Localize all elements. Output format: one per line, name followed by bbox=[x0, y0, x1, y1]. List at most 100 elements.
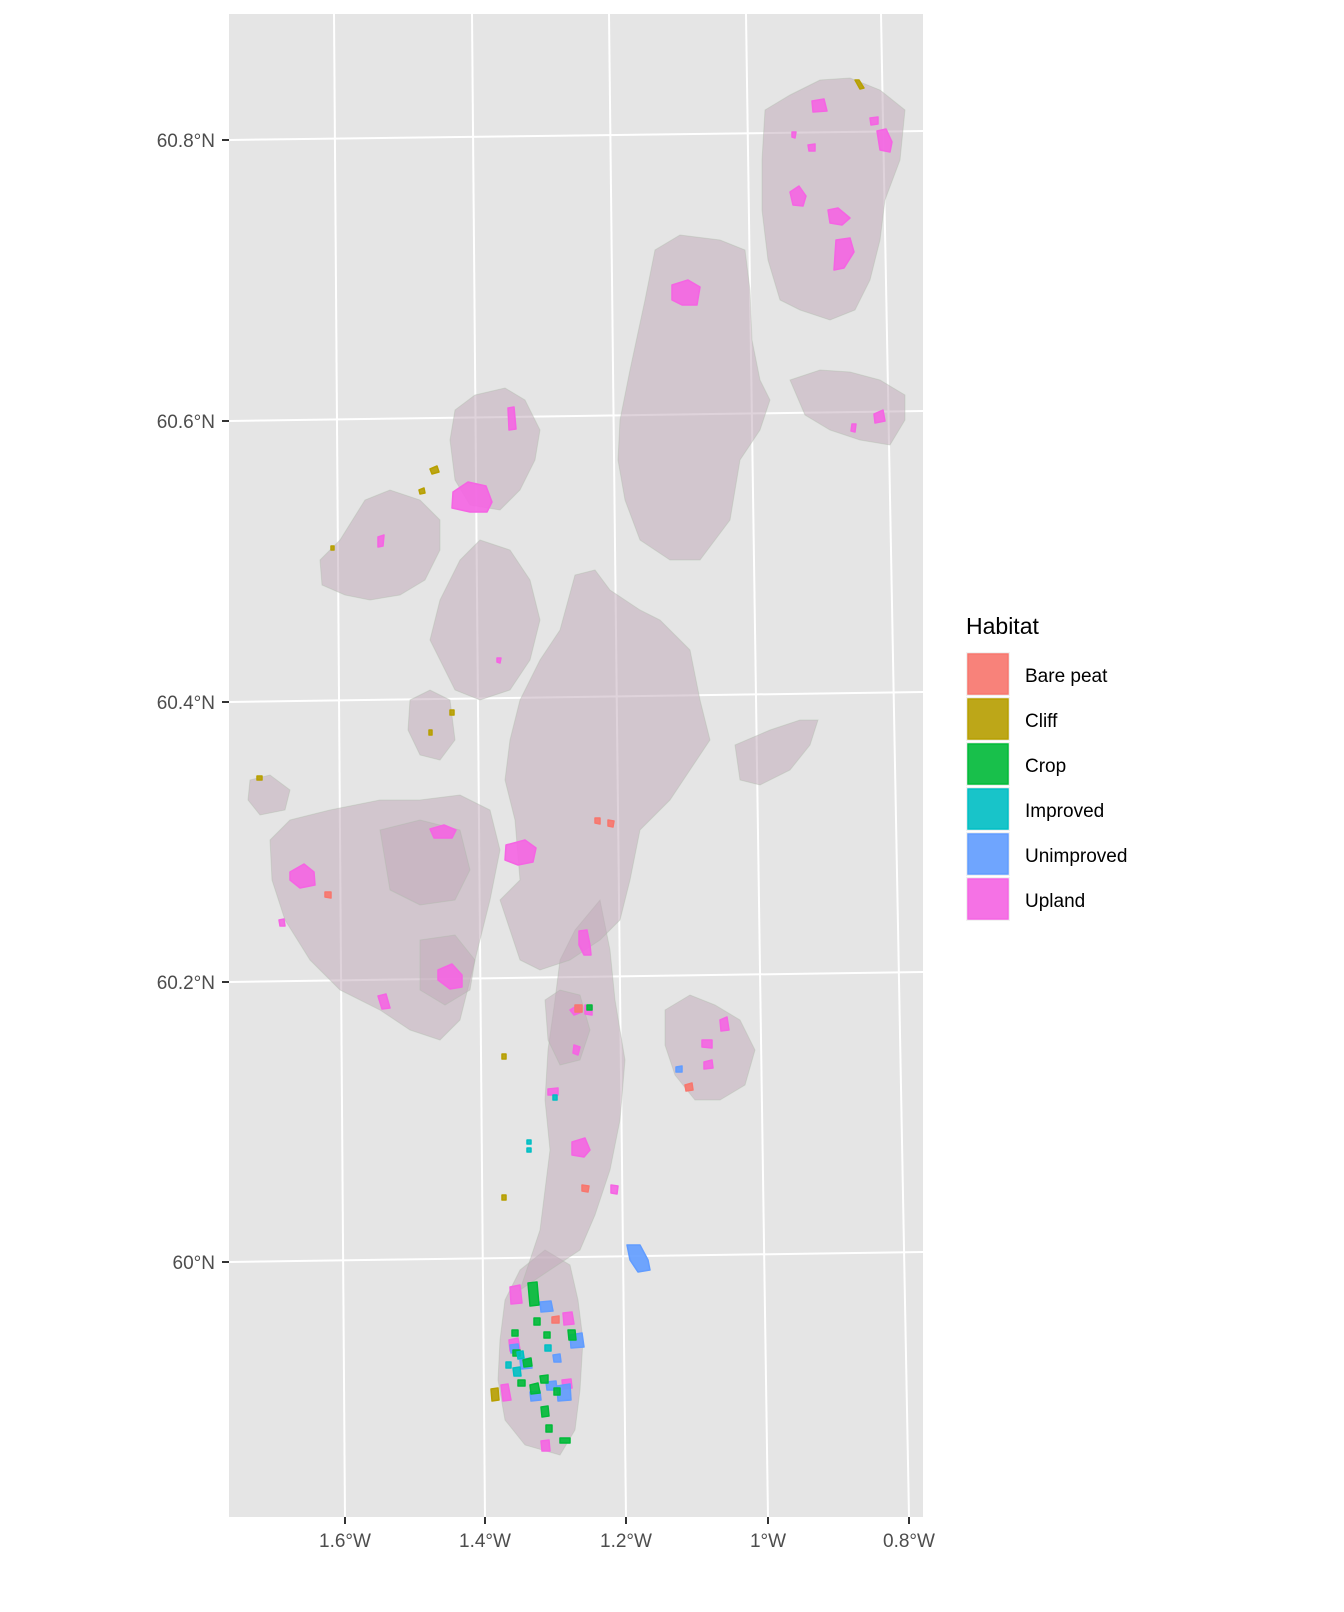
legend-title: Habitat bbox=[966, 613, 1039, 639]
legend-swatch bbox=[967, 878, 1009, 920]
habitat-patch bbox=[562, 1311, 575, 1326]
island-shape bbox=[407, 689, 456, 761]
habitat-patch bbox=[586, 1004, 593, 1011]
habitat-patch bbox=[324, 891, 332, 899]
legend: Habitat Bare peat Cliff Crop Improved Unimpro… bbox=[966, 613, 1127, 921]
habitat-patch bbox=[675, 1065, 683, 1073]
habitat-patch bbox=[581, 1184, 590, 1193]
habitat-patch bbox=[429, 824, 457, 839]
habitat-patch bbox=[552, 1094, 558, 1101]
habitat-patch bbox=[289, 863, 316, 889]
legend-label: Upland bbox=[1025, 891, 1085, 912]
legend-label: Cliff bbox=[1025, 711, 1058, 732]
y-tick-label: 60.2°N bbox=[157, 973, 215, 994]
habitat-patch bbox=[791, 131, 797, 139]
habitat-patch bbox=[490, 1387, 500, 1402]
legend-item: Unimproved bbox=[966, 832, 1127, 876]
habitat-patch bbox=[501, 1194, 507, 1201]
legend-label: Bare peat bbox=[1025, 666, 1108, 687]
habitat-patch bbox=[827, 207, 851, 226]
legend-swatch bbox=[967, 698, 1009, 740]
x-tick-label: 1.6°W bbox=[319, 1531, 371, 1552]
habitat-patch bbox=[607, 819, 615, 828]
habitat-patch bbox=[551, 1315, 560, 1324]
legend-item: Improved bbox=[966, 787, 1104, 831]
habitat-patch bbox=[544, 1344, 552, 1352]
meridian-line bbox=[880, 13, 910, 1518]
island-shape bbox=[449, 387, 541, 511]
habitat-patch bbox=[527, 1281, 540, 1307]
habitat-patch bbox=[256, 775, 263, 781]
habitat-polygons bbox=[256, 79, 893, 1452]
x-tick-label: 1°W bbox=[750, 1531, 786, 1552]
island-shape bbox=[379, 819, 471, 906]
habitat-patch bbox=[509, 1284, 523, 1305]
y-tick-label: 60.4°N bbox=[157, 693, 215, 714]
habitat-patch bbox=[500, 1383, 512, 1402]
legend-swatch bbox=[967, 653, 1009, 695]
habitat-patch bbox=[684, 1082, 694, 1092]
legend-label: Improved bbox=[1025, 801, 1104, 822]
legend-item: Cliff bbox=[966, 697, 1058, 741]
island-shape bbox=[499, 569, 711, 971]
habitat-patch bbox=[529, 1382, 541, 1395]
legend-label: Unimproved bbox=[1025, 846, 1127, 867]
habitat-patch bbox=[522, 1357, 533, 1368]
habitat-patch bbox=[540, 1405, 550, 1418]
island-shape bbox=[734, 719, 819, 786]
habitat-patch bbox=[876, 128, 893, 153]
habitat-patch bbox=[501, 1053, 507, 1060]
island-shape bbox=[761, 77, 906, 321]
legend-item: Bare peat bbox=[966, 652, 1108, 696]
habitat-patch bbox=[578, 929, 592, 956]
habitat-patch bbox=[540, 1439, 551, 1452]
y-tick-label: 60.6°N bbox=[157, 412, 215, 433]
habitat-patch bbox=[526, 1139, 532, 1145]
habitat-patch bbox=[703, 1059, 714, 1070]
x-tick-label: 0.8°W bbox=[883, 1531, 935, 1552]
island-shape bbox=[247, 774, 291, 816]
habitat-patch bbox=[543, 1331, 551, 1339]
habitat-patch bbox=[572, 1044, 581, 1056]
habitat-patch bbox=[869, 116, 879, 126]
island-shape bbox=[789, 369, 906, 446]
axes: 60.8°N 60.6°N 60.4°N 60.2°N 60°N 1.6°W 1.4°W 1.… bbox=[157, 131, 935, 1552]
parallel-line bbox=[228, 1251, 924, 1263]
habitat-patch bbox=[547, 1087, 559, 1096]
habitat-patch bbox=[873, 409, 886, 424]
legend-swatch bbox=[967, 743, 1009, 785]
habitat-patch bbox=[850, 423, 857, 433]
habitat-patch bbox=[504, 839, 537, 866]
y-tick-label: 60.8°N bbox=[157, 131, 215, 152]
habitat-patch bbox=[505, 1361, 512, 1369]
habitat-patch bbox=[496, 657, 502, 664]
habitat-patch bbox=[517, 1379, 526, 1387]
legend-swatch bbox=[967, 833, 1009, 875]
habitat-patch bbox=[377, 534, 385, 548]
habitat-patch bbox=[512, 1366, 522, 1377]
habitat-patch bbox=[811, 98, 828, 113]
habitat-patch bbox=[539, 1300, 554, 1313]
legend-label: Crop bbox=[1025, 756, 1066, 777]
habitat-patch bbox=[429, 465, 440, 475]
habitat-patch bbox=[526, 1147, 532, 1153]
y-tick-label: 60°N bbox=[173, 1253, 215, 1274]
x-tick-label: 1.2°W bbox=[600, 1531, 652, 1552]
habitat-patch bbox=[533, 1317, 541, 1326]
habitat-patch bbox=[574, 1004, 583, 1013]
habitat-patch bbox=[428, 729, 433, 736]
habitat-patch bbox=[626, 1244, 651, 1273]
habitat-patch bbox=[330, 545, 335, 551]
habitat-patch bbox=[516, 1350, 525, 1360]
habitat-patch bbox=[833, 237, 855, 271]
habitat-patch bbox=[719, 1016, 730, 1032]
habitat-patch bbox=[451, 481, 493, 513]
habitat-patch bbox=[553, 1387, 561, 1396]
habitat-patch bbox=[571, 1137, 591, 1158]
habitat-patch bbox=[511, 1329, 519, 1337]
habitat-patch bbox=[539, 1374, 549, 1384]
habitat-patch bbox=[567, 1329, 577, 1341]
habitat-patch bbox=[377, 993, 391, 1010]
habitat-patch bbox=[559, 1437, 571, 1444]
